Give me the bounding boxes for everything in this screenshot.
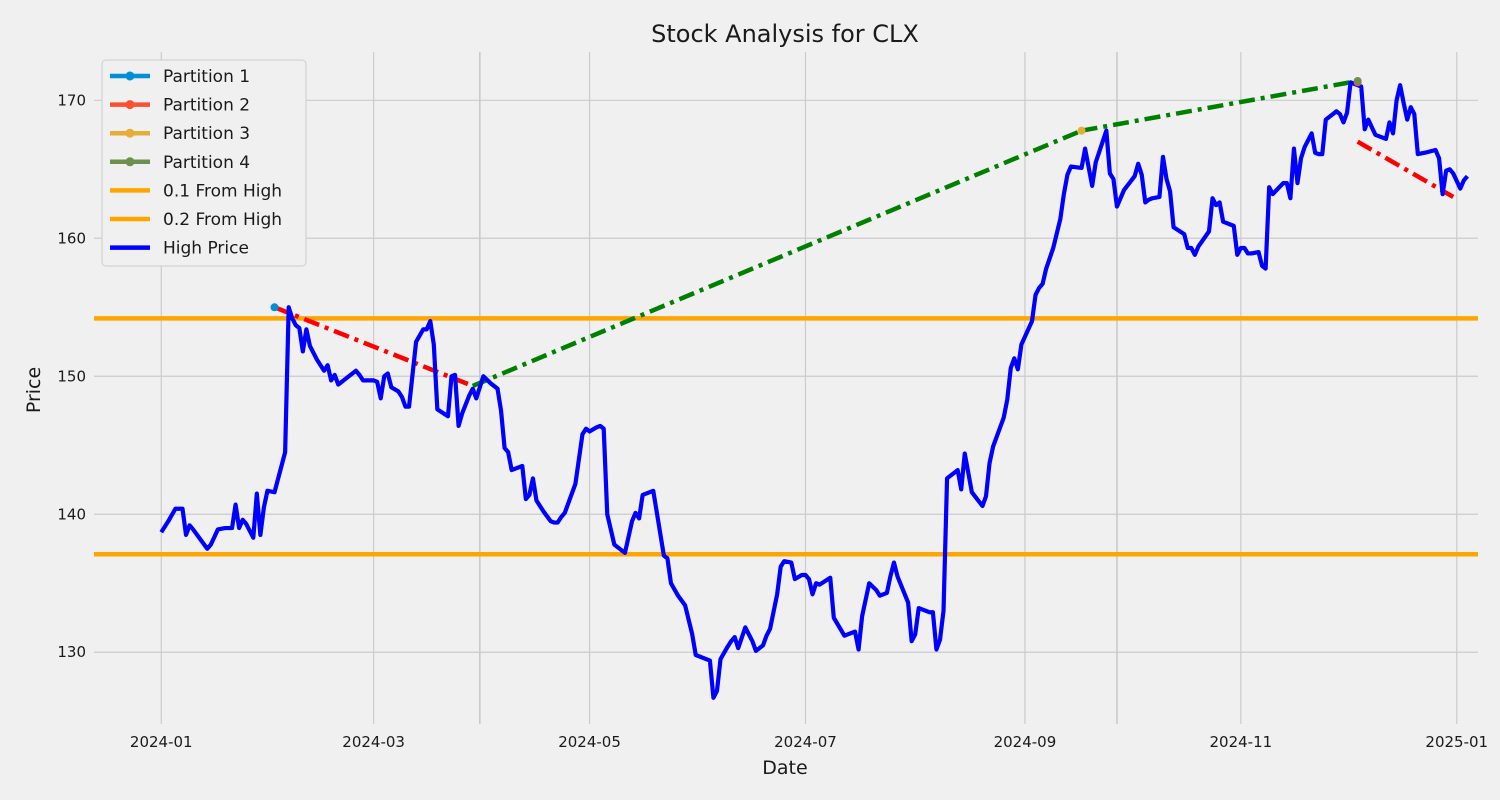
horizontal-lines-layer — [94, 316, 1478, 557]
trend-line — [1356, 139, 1455, 199]
legend-swatch-marker — [125, 128, 135, 138]
legend-entry: Partition 3 — [110, 124, 250, 144]
partition-points-layer — [270, 76, 1362, 312]
x-tick-label: 2024-07 — [774, 733, 837, 751]
high-price-line — [159, 80, 1469, 700]
x-axis-label: Date — [762, 757, 807, 779]
legend-entry: Partition 2 — [110, 96, 250, 116]
legend-label: 0.2 From High — [163, 210, 282, 230]
legend-entry: Partition 1 — [110, 67, 250, 87]
legend-entry: 0.2 From High — [110, 210, 282, 230]
partition-point — [1077, 126, 1086, 135]
x-tick-label: 2024-03 — [342, 733, 405, 751]
trend-lines-layer — [273, 78, 1455, 389]
tick-labels-layer: 2024-01 2024-03 2024-05 2024-07 2024-09 2024-… — [57, 91, 1488, 751]
legend-label: Partition 1 — [163, 67, 250, 87]
y-tick-label: 150 — [57, 367, 86, 385]
y-tick-label: 160 — [57, 229, 86, 247]
legend-entry: 0.1 From High — [110, 181, 282, 201]
y-axis-label: Price — [23, 367, 45, 413]
partition-point — [1353, 76, 1362, 85]
x-tick-label: 2025-01 — [1425, 733, 1488, 751]
chart-title: Stock Analysis for CLX — [651, 20, 919, 48]
legend-swatch-marker — [125, 71, 135, 81]
trend-line — [273, 305, 474, 389]
legend-swatch-marker — [125, 157, 135, 167]
partition-point — [270, 303, 279, 312]
legend-label: Partition 2 — [163, 96, 250, 116]
x-tick-label: 2024-05 — [558, 733, 621, 751]
x-tick-label: 2024-01 — [130, 733, 193, 751]
x-tick-label: 2024-09 — [994, 733, 1057, 751]
legend-entry: Partition 4 — [110, 153, 250, 173]
trend-line — [1081, 78, 1359, 133]
grid-layer — [94, 52, 1478, 724]
series-layer — [159, 80, 1469, 700]
y-tick-label: 130 — [57, 643, 86, 661]
legend-box — [101, 59, 307, 267]
legend-label: Partition 3 — [163, 124, 250, 144]
legend-label: High Price — [163, 239, 249, 259]
legend-label: 0.1 From High — [163, 181, 282, 201]
legend-swatch-marker — [125, 100, 135, 110]
trend-line — [471, 128, 1083, 389]
y-tick-label: 140 — [57, 505, 86, 523]
y-tick-label: 170 — [57, 91, 86, 109]
legend-entry: High Price — [110, 239, 249, 259]
x-tick-label: 2024-11 — [1210, 733, 1273, 751]
legend: Partition 1 Partition 2 Partition 3 Partiti… — [101, 59, 307, 267]
legend-label: Partition 4 — [163, 153, 250, 173]
